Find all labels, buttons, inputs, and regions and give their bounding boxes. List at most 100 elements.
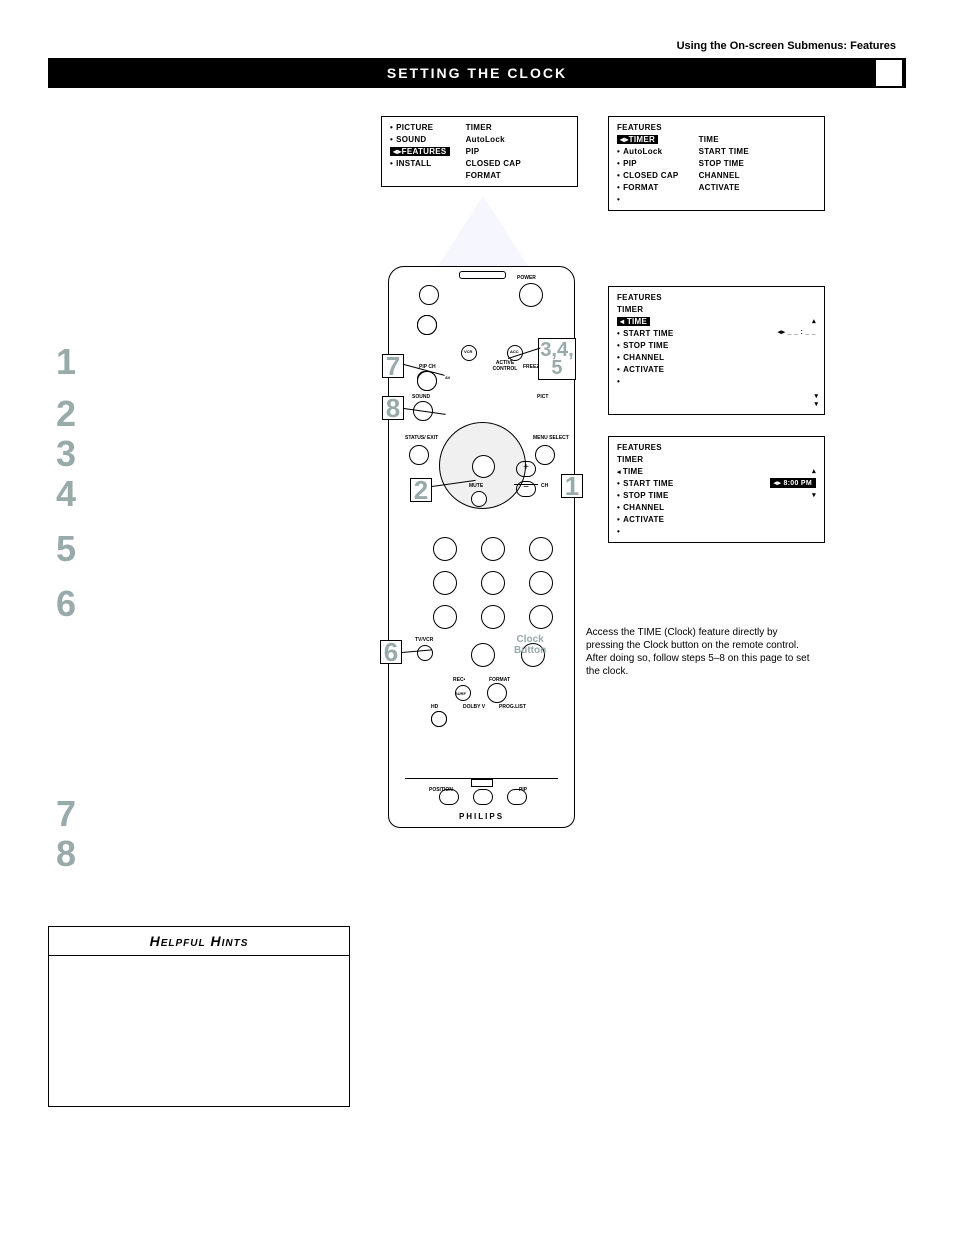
left-column: 1 2 3 4 5 6 7 8 Helpful Hints — [48, 96, 368, 856]
extra-button[interactable] — [431, 711, 447, 727]
menu-label: MENU SELECT — [533, 435, 569, 441]
step-num-6: 6 — [56, 586, 76, 622]
menu-picture: PICTURE — [390, 123, 450, 132]
page-title: SETTING THE CLOCK — [48, 65, 906, 81]
num-8[interactable] — [481, 605, 505, 629]
ffwd-button[interactable] — [417, 315, 437, 335]
menu2-autolock: AutoLock — [617, 147, 679, 156]
num-9[interactable] — [529, 605, 553, 629]
hints-title: Helpful Hints — [49, 927, 349, 956]
bottom-buttons — [439, 789, 527, 805]
menu3-header1: FEATURES — [617, 293, 816, 302]
callout-1: 1 — [565, 471, 579, 502]
sound-label: SOUND — [412, 394, 430, 400]
num-5[interactable] — [481, 571, 505, 595]
callout-6-box: 6 — [380, 640, 402, 664]
hints-box: Helpful Hints — [48, 926, 350, 1107]
callout-6: 6 — [384, 637, 398, 668]
ch-label: CH — [541, 483, 548, 489]
wand-icon: ✦⟍ — [876, 60, 902, 86]
step-num-2: 2 — [56, 396, 76, 432]
power-button[interactable] — [519, 283, 543, 307]
menu-format: FORMAT — [466, 171, 521, 180]
menu4-start: START TIME — [617, 479, 674, 488]
mute-button[interactable] — [471, 491, 487, 507]
menu-sound: SOUND — [390, 135, 450, 144]
menu4-header1: FEATURES — [617, 443, 816, 452]
callout-8: 8 — [386, 393, 400, 424]
hd-label: HD — [431, 704, 438, 710]
status-exit-button[interactable] — [409, 445, 429, 465]
number-pad — [433, 537, 551, 629]
callout-2: 2 — [414, 475, 428, 506]
channel-rocker[interactable]: + − — [516, 461, 536, 497]
menu2-start: START TIME — [699, 147, 749, 156]
num-3[interactable] — [529, 537, 553, 561]
step-num-8: 8 — [56, 836, 76, 872]
menu4-channel: CHANNEL — [617, 503, 674, 512]
access-note: Access the TIME (Clock) feature directly… — [586, 626, 816, 678]
menu3-stop: STOP TIME — [617, 341, 674, 350]
menu3-blank — [617, 377, 674, 386]
menu4-header2: TIMER — [617, 455, 816, 464]
format-label: FORMAT — [489, 677, 510, 683]
right-column: PICTURE SOUND ◂▸FEATURES INSTALL TIMER A… — [368, 96, 906, 856]
menu2-cc: CLOSED CAP — [617, 171, 679, 180]
clock-button-note: Clock Button — [514, 634, 546, 656]
menu-select-button[interactable] — [535, 445, 555, 465]
num-4[interactable] — [433, 571, 457, 595]
content-row: 1 2 3 4 5 6 7 8 Helpful Hints PICTURE SO… — [48, 96, 906, 856]
menu-beam — [438, 196, 528, 266]
num-7[interactable] — [433, 605, 457, 629]
menu2-blank — [617, 195, 679, 204]
menu2-channel: CHANNEL — [699, 171, 749, 180]
callout-1-box: 1 — [561, 474, 583, 498]
menu3-blank-time: ◂▸ _ _ : _ _ — [778, 328, 816, 336]
dolby-label: DOLBY V — [463, 704, 485, 710]
menu3-activate: ACTIVATE — [617, 365, 674, 374]
menu2-timer-hl: ◂▸TIMER — [617, 135, 679, 144]
menu-cc: CLOSED CAP — [466, 159, 521, 168]
proglist-label: PROG.LIST — [499, 704, 526, 710]
pip-swap-button[interactable] — [473, 789, 493, 805]
menu-timer: TIMER — [466, 123, 521, 132]
menu2-time: TIME — [699, 135, 749, 144]
up-arrow-icon: ▴ — [812, 317, 816, 325]
status-label: STATUS/ EXIT — [405, 435, 438, 441]
pip-button[interactable] — [507, 789, 527, 805]
title-bar: SETTING THE CLOCK ✦⟍ — [48, 58, 906, 88]
brand-logo: PHILIPS — [389, 812, 574, 821]
menu-autolock: AutoLock — [466, 135, 521, 144]
menu4-time: TIME — [617, 467, 674, 476]
menu2-activate: ACTIVATE — [699, 183, 749, 192]
rec-label: REC• — [453, 677, 465, 683]
osd-features-menu: FEATURES ◂▸TIMER AutoLock PIP CLOSED CAP… — [608, 116, 825, 211]
num-0[interactable] — [471, 643, 495, 667]
step-num-7: 7 — [56, 796, 76, 832]
ch-up-button[interactable]: + — [516, 461, 536, 477]
position-button[interactable] — [439, 789, 459, 805]
dpad-center[interactable] — [472, 455, 495, 478]
num-1[interactable] — [433, 537, 457, 561]
callout-2-box: 2 — [410, 478, 432, 502]
power-label: POWER — [517, 275, 536, 281]
freeze-button[interactable] — [417, 371, 437, 391]
section-header: Using the On-screen Submenus: Features — [48, 40, 906, 52]
standby-button[interactable] — [419, 285, 439, 305]
pict-label: PICT — [537, 394, 548, 400]
ir-window — [459, 271, 506, 279]
av-label: AV — [445, 375, 450, 380]
mute-label: MUTE — [469, 483, 483, 489]
step-num-3: 3 — [56, 436, 76, 472]
num-2[interactable] — [481, 537, 505, 561]
format-button[interactable] — [487, 683, 507, 703]
menu-features-hl: ◂▸FEATURES — [390, 147, 450, 156]
vcr-label: VCR — [464, 349, 472, 354]
num-6[interactable] — [529, 571, 553, 595]
ach-button[interactable] — [417, 645, 433, 661]
down-arrow-icon: ▾▾ — [814, 392, 816, 408]
menu3-channel: CHANNEL — [617, 353, 674, 362]
menu2-header: FEATURES — [617, 123, 816, 132]
time-value: ◂▸ 8:00 PM — [770, 478, 816, 488]
callout-345: 3,4, 5 — [540, 341, 573, 377]
